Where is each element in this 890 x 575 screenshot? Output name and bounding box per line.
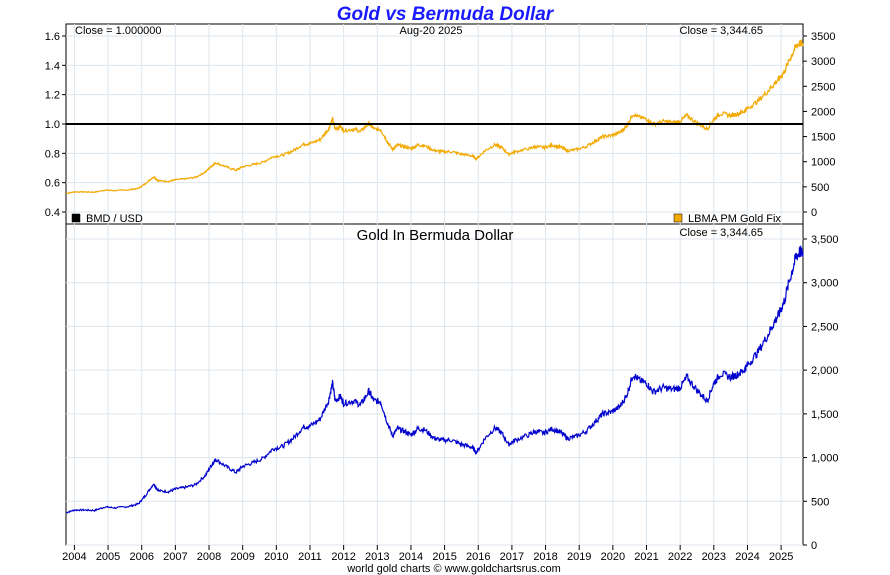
y-right-bottom-tick-label: 3,500 — [811, 234, 839, 246]
y-left-tick-label: 0.4 — [45, 207, 60, 219]
x-tick-label: 2021 — [634, 551, 658, 563]
x-tick-label: 2013 — [365, 551, 389, 563]
y-right-bottom-tick-label: 2,000 — [811, 365, 839, 377]
y-right-top-tick-label: 1000 — [811, 157, 835, 169]
legend-label-bmd: BMD / USD — [86, 213, 143, 225]
series-line-lbma-gold-fix — [65, 38, 804, 195]
axis-ticks: 2004 2005 2006 2007 2008 2009 2010 2011 2012 2013… — [45, 31, 839, 563]
footer-credit: world gold charts © www.goldchartsrus.co… — [346, 563, 561, 575]
x-tick-label: 2024 — [735, 551, 759, 563]
y-right-bottom-tick-label: 1,500 — [811, 409, 839, 421]
x-tick-label: 2006 — [129, 551, 153, 563]
x-tick-label: 2011 — [298, 551, 322, 563]
top-panel-series — [65, 38, 804, 195]
bottom-panel-title: Gold In Bermuda Dollar — [357, 227, 514, 244]
close-right-label-bottom: Close = 3,344.65 — [680, 227, 763, 239]
close-left-label: Close = 1.000000 — [75, 25, 162, 37]
x-tick-label: 2008 — [197, 551, 221, 563]
y-left-tick-label: 1.6 — [45, 31, 60, 43]
x-tick-label: 2004 — [62, 551, 86, 563]
series-line-gold-in-bermuda-dollar — [65, 245, 804, 514]
x-tick-label: 2014 — [399, 551, 423, 563]
x-tick-label: 2012 — [331, 551, 355, 563]
x-tick-label: 2007 — [163, 551, 187, 563]
y-right-bottom-tick-label: 500 — [811, 496, 829, 508]
x-tick-label: 2010 — [264, 551, 288, 563]
legend-label-gold: LBMA PM Gold Fix — [688, 213, 781, 225]
x-tick-label: 2022 — [668, 551, 692, 563]
y-right-bottom-tick-label: 3,000 — [811, 278, 839, 290]
y-left-tick-label: 0.8 — [45, 148, 60, 160]
x-tick-label: 2009 — [230, 551, 254, 563]
y-left-tick-label: 1.0 — [45, 119, 60, 131]
y-right-top-tick-label: 500 — [811, 182, 829, 194]
x-tick-label: 2005 — [96, 551, 120, 563]
legend-swatch-bmd — [71, 213, 81, 223]
y-right-top-tick-label: 0 — [811, 207, 817, 219]
x-tick-label: 2025 — [769, 551, 793, 563]
y-right-top-tick-label: 1500 — [811, 132, 835, 144]
x-tick-label: 2019 — [567, 551, 591, 563]
y-right-bottom-tick-label: 0 — [811, 540, 817, 552]
y-right-bottom-tick-label: 2,500 — [811, 321, 839, 333]
date-label: Aug-20 2025 — [400, 25, 463, 37]
y-right-top-tick-label: 2000 — [811, 106, 835, 118]
x-tick-label: 2015 — [432, 551, 456, 563]
y-right-top-tick-label: 3000 — [811, 56, 835, 68]
y-right-top-tick-label: 3500 — [811, 31, 835, 43]
grid-lines — [66, 24, 803, 546]
close-right-label-top: Close = 3,344.65 — [680, 25, 763, 37]
x-tick-label: 2017 — [500, 551, 524, 563]
x-tick-label: 2016 — [466, 551, 490, 563]
y-left-tick-label: 1.4 — [45, 60, 60, 72]
x-tick-label: 2018 — [533, 551, 557, 563]
y-left-tick-label: 1.2 — [45, 90, 60, 102]
x-tick-label: 2020 — [601, 551, 625, 563]
bottom-panel-series — [65, 245, 804, 514]
y-left-tick-label: 0.6 — [45, 178, 60, 190]
legend-swatch-gold — [673, 213, 683, 223]
y-right-bottom-tick-label: 1,000 — [811, 453, 839, 465]
chart-title: Gold vs Bermuda Dollar — [337, 4, 555, 25]
y-right-top-tick-label: 2500 — [811, 81, 835, 93]
x-tick-label: 2023 — [702, 551, 726, 563]
